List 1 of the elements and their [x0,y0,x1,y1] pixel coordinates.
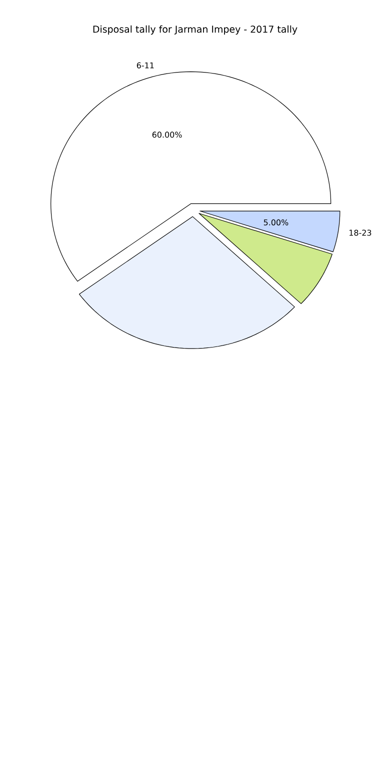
chart-title: Disposal tally for Jarman Impey - 2017 tally [93,25,298,35]
